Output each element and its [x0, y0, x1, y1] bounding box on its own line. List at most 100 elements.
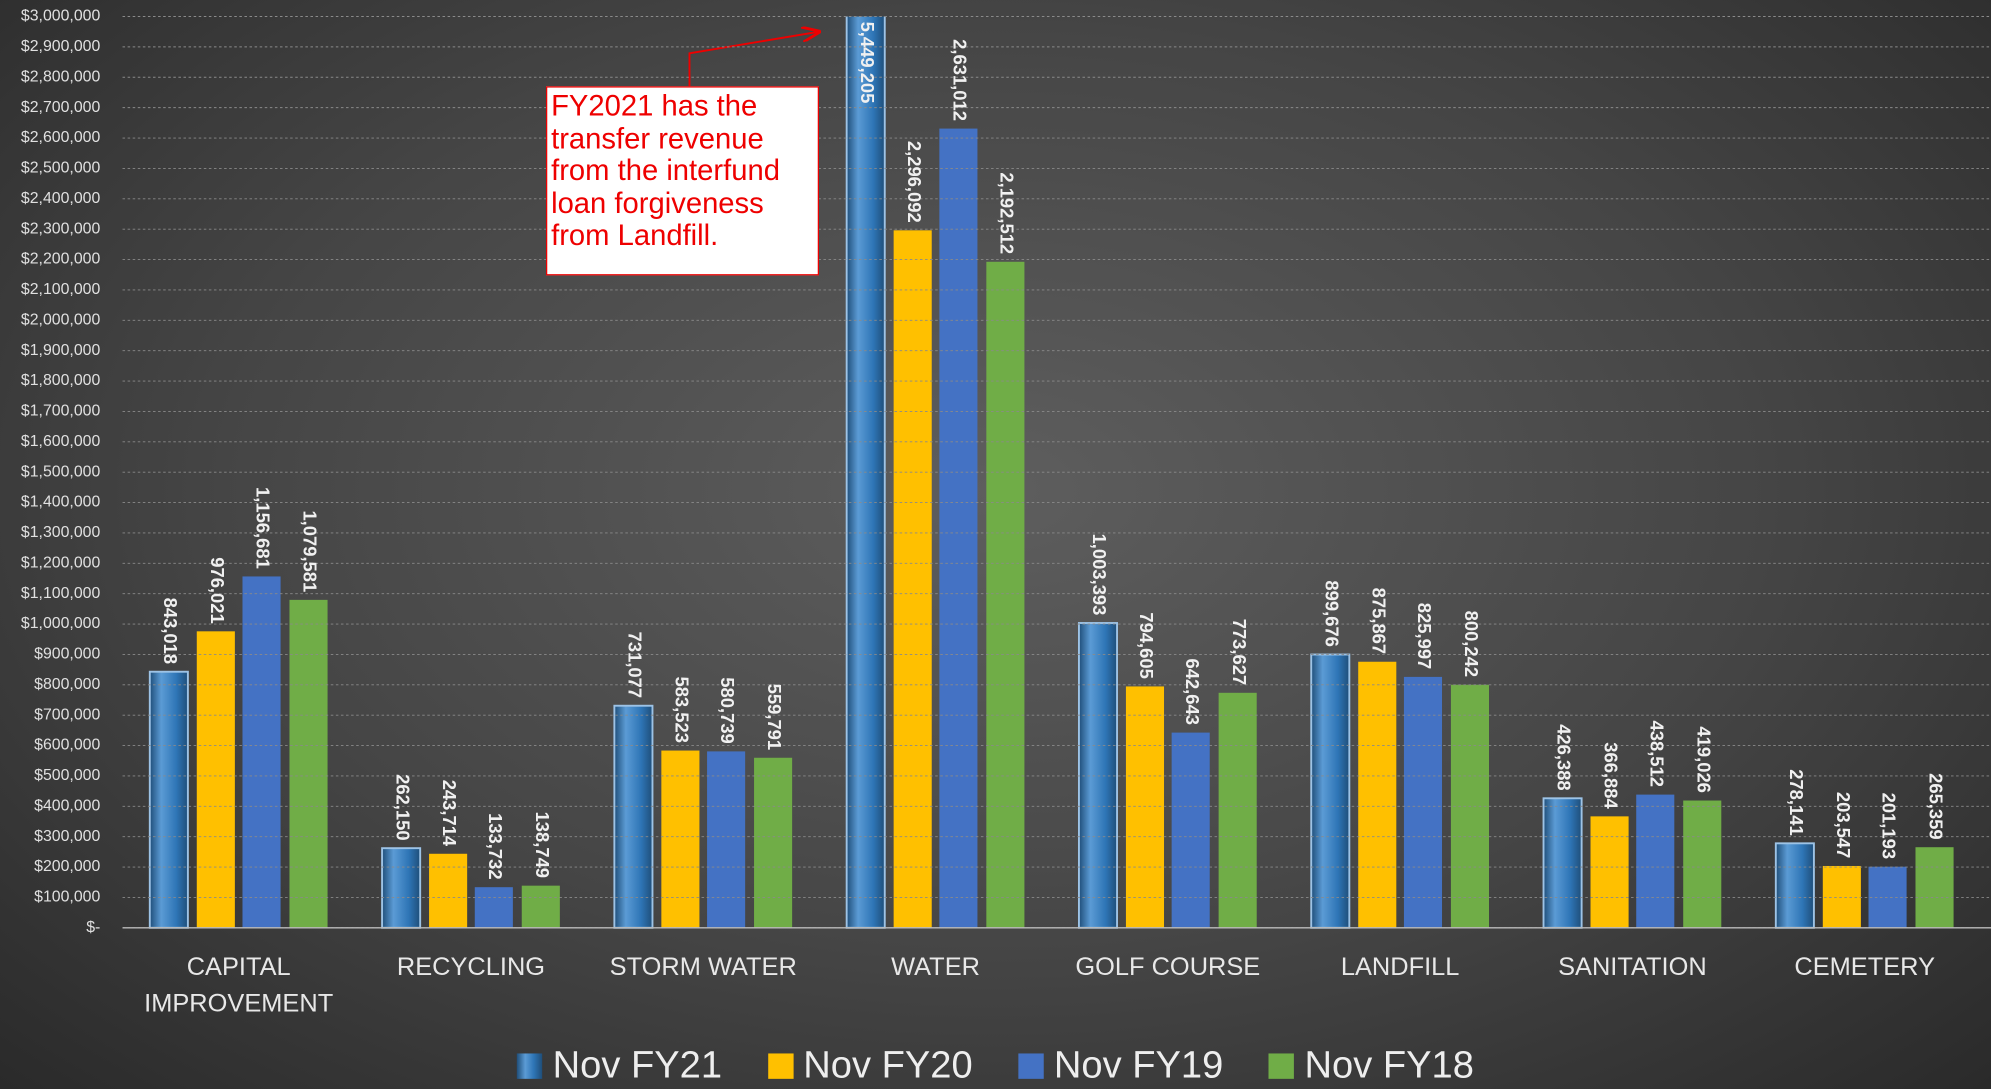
x-tick-label: STORM WATER [609, 953, 797, 982]
data-label: 138,749 [532, 812, 553, 878]
data-label: 2,296,092 [904, 141, 925, 223]
y-tick-label: $200,000 [34, 858, 100, 875]
x-tick-label: CEMETERY [1794, 953, 1936, 982]
bar [1636, 794, 1675, 928]
annotation-arrow [688, 32, 819, 87]
data-label: 794,605 [1136, 612, 1157, 678]
y-tick-label: $2,200,000 [21, 251, 101, 268]
bar [1590, 816, 1629, 928]
y-tick-label: $- [86, 919, 100, 936]
legend-label: Nov FY18 [1304, 1044, 1474, 1087]
y-tick-label: $2,000,000 [21, 311, 101, 328]
bar [1822, 865, 1861, 928]
y-tick-label: $600,000 [34, 737, 100, 754]
y-tick-label: $1,000,000 [21, 615, 101, 632]
y-tick-label: $900,000 [34, 646, 100, 663]
legend-swatch [1018, 1053, 1044, 1079]
bar [893, 230, 932, 928]
y-tick-label: $1,400,000 [21, 494, 101, 511]
bar [845, 16, 886, 929]
legend-swatch [517, 1053, 543, 1079]
y-tick-label: $100,000 [34, 889, 100, 906]
data-label: 800,242 [1461, 611, 1482, 677]
data-label: 976,021 [207, 557, 228, 623]
y-tick-label: $1,800,000 [21, 372, 101, 389]
bar [1218, 692, 1257, 928]
y-tick-label: $800,000 [34, 676, 100, 693]
data-label: 201,193 [1879, 793, 1900, 859]
data-label: 773,627 [1229, 619, 1250, 685]
legend-item: Nov FY19 [1018, 1045, 1223, 1088]
legend-label: Nov FY21 [552, 1044, 723, 1087]
x-tick-label: RECYCLING [396, 953, 546, 982]
annotation: FY2021 has the transfer revenue from the… [546, 86, 820, 276]
bar [661, 750, 700, 928]
data-label: 133,732 [485, 813, 506, 879]
data-label: 1,079,581 [300, 510, 321, 592]
data-label: 875,867 [1368, 588, 1389, 654]
bar [1915, 847, 1954, 928]
bar [381, 847, 422, 929]
data-label: 1,156,681 [253, 487, 274, 569]
data-label: 419,026 [1693, 726, 1714, 792]
y-tick-label: $2,800,000 [21, 68, 101, 85]
bar [196, 631, 235, 928]
y-tick-label: $2,100,000 [21, 281, 101, 298]
x-tick-label: SANITATION [1558, 953, 1707, 982]
bar [474, 887, 513, 928]
data-label: 825,997 [1414, 603, 1435, 669]
bar [148, 670, 189, 929]
bar [1683, 800, 1722, 928]
legend-swatch [767, 1053, 794, 1079]
data-label: 203,547 [1833, 792, 1854, 858]
x-tick-label: WATER [891, 953, 980, 982]
data-label: 580,739 [717, 677, 738, 743]
y-tick-label: $2,900,000 [21, 38, 101, 55]
bar [1358, 661, 1397, 928]
legend-item: Nov FY18 [1268, 1044, 1474, 1088]
x-tick-label: LANDFILL [1340, 953, 1460, 982]
data-label: 426,388 [1554, 724, 1575, 790]
data-label: 899,676 [1321, 580, 1342, 646]
bar [242, 576, 281, 928]
data-label: 5,449,205 [857, 22, 878, 104]
legend-label: Nov FY19 [1053, 1044, 1224, 1087]
bar [1125, 686, 1165, 928]
y-tick-label: $2,600,000 [21, 129, 101, 146]
data-label: 843,018 [160, 598, 181, 664]
bar [707, 751, 746, 928]
bar [939, 128, 978, 928]
legend: Nov FY21 Nov FY20 Nov FY19 Nov FY18 [0, 1045, 1991, 1088]
bar [1774, 842, 1815, 929]
bar [613, 704, 654, 929]
bar [1542, 797, 1583, 929]
data-label: 1,003,393 [1089, 534, 1110, 616]
data-label: 243,714 [439, 780, 460, 847]
bar [1310, 653, 1351, 929]
y-tick-label: $2,300,000 [21, 220, 101, 237]
data-label: 583,523 [672, 676, 693, 742]
legend-label: Nov FY20 [803, 1044, 973, 1087]
bar [1403, 676, 1443, 928]
legend-item: Nov FY20 [767, 1044, 973, 1088]
y-tick-label: $1,600,000 [21, 433, 101, 450]
y-tick-label: $1,300,000 [21, 524, 101, 541]
y-tick-label: $1,200,000 [21, 554, 101, 571]
x-tick-label: GOLF COURSE [1075, 953, 1261, 982]
data-label: 262,150 [392, 774, 413, 840]
y-tick-label: $2,400,000 [21, 190, 101, 207]
y-tick-label: $3,000,000 [21, 8, 101, 25]
data-label: 278,141 [1786, 769, 1807, 835]
y-tick-label: $400,000 [34, 797, 100, 814]
data-label: 366,884 [1601, 742, 1622, 809]
bar [289, 599, 328, 928]
data-label: 559,791 [764, 684, 785, 750]
bar [1077, 622, 1118, 929]
data-label: 2,192,512 [997, 172, 1018, 254]
data-label: 731,077 [625, 632, 646, 698]
y-tick-label: $1,500,000 [21, 463, 101, 480]
x-tick-label: CAPITAL IMPROVEMENT [144, 953, 334, 1018]
bar [986, 261, 1025, 928]
bar [521, 885, 560, 928]
